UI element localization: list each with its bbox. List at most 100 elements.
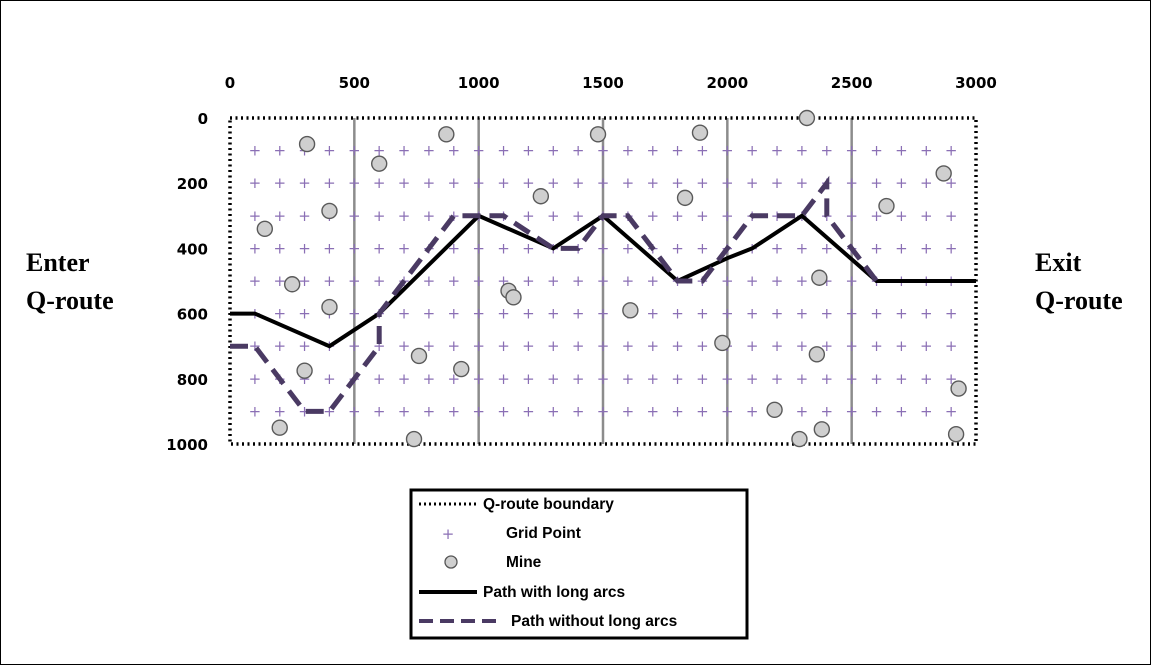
mine-point	[410, 347, 428, 365]
enter-label-line1: Enter	[26, 248, 90, 277]
grid-point: +	[472, 142, 485, 160]
vertical-gridlines	[353, 118, 853, 444]
grid-point: +	[721, 142, 734, 160]
grid-point: +	[696, 370, 709, 388]
grid-point: +	[497, 239, 510, 257]
grid-point: +	[845, 337, 858, 355]
grid-point: +	[547, 272, 560, 290]
mine-point	[878, 197, 895, 215]
legend-label-boundary: Q-route boundary	[483, 496, 614, 513]
grid-point: +	[870, 174, 883, 192]
grid-point: +	[572, 337, 585, 355]
grid-point: +	[771, 272, 784, 290]
grid-point: +	[348, 337, 361, 355]
grid-point: +	[497, 402, 510, 420]
mine-point	[622, 302, 639, 319]
grid-point: +	[771, 370, 784, 388]
mine-point	[950, 380, 967, 397]
paths	[230, 175, 976, 414]
legend-box	[409, 488, 749, 640]
grid-point: +	[746, 142, 759, 160]
grid-point: +	[845, 402, 858, 420]
grid-point: +	[622, 337, 635, 355]
grid-point: +	[870, 207, 883, 225]
grid-point: +	[448, 337, 461, 355]
grid-point: +	[423, 174, 436, 192]
y-tick-label-1000: 1000	[166, 436, 208, 454]
grid-point: +	[646, 207, 659, 225]
mine-point	[808, 346, 826, 363]
grid-point: +	[945, 207, 958, 225]
mine-point	[405, 430, 423, 448]
grid-point: +	[423, 337, 436, 355]
mine-point	[321, 202, 338, 220]
grid-point: +	[597, 402, 610, 420]
grid-point: +	[821, 142, 834, 160]
grid-point: +	[398, 142, 411, 160]
grid-point: +	[771, 142, 784, 160]
grid-point: +	[472, 239, 485, 257]
grid-point: +	[298, 239, 311, 257]
grid-point: +	[646, 370, 659, 388]
grid-point: +	[273, 337, 286, 355]
mine-point	[321, 298, 338, 316]
grid-point: +	[796, 272, 809, 290]
grid-point: +	[348, 174, 361, 192]
grid-point: +	[646, 305, 659, 323]
y-tick-label-400: 400	[177, 240, 208, 258]
grid-point: +	[696, 174, 709, 192]
x-tick-label-2500: 2500	[831, 74, 873, 92]
grid-point: +	[373, 402, 386, 420]
grid-point: +	[398, 207, 411, 225]
mine-point	[256, 220, 274, 238]
grid-point: +	[522, 174, 535, 192]
mine-point	[296, 362, 313, 379]
grid-point: +	[895, 142, 908, 160]
grid-point: +	[398, 305, 411, 323]
legend-label-gridpoint: Grid Point	[506, 525, 581, 542]
grid-point: +	[497, 174, 510, 192]
grid-point: +	[448, 305, 461, 323]
grid-point: +	[845, 174, 858, 192]
grid-point: +	[870, 239, 883, 257]
grid-point: +	[348, 239, 361, 257]
grid-point: +	[771, 305, 784, 323]
grid-point: +	[721, 174, 734, 192]
grid-point: +	[273, 239, 286, 257]
grid-point: +	[373, 370, 386, 388]
grid-point: +	[696, 402, 709, 420]
grid-point: +	[249, 272, 262, 290]
mine-point	[813, 421, 831, 438]
grid-point: +	[323, 142, 336, 160]
grid-point: +	[671, 239, 684, 257]
grid-point: +	[796, 402, 809, 420]
grid-point: +	[572, 272, 585, 290]
grid-point: +	[423, 305, 436, 323]
mine-point	[589, 126, 607, 143]
grid-point: +	[746, 305, 759, 323]
mine-point	[791, 430, 808, 448]
x-tick-label-500: 500	[339, 74, 370, 92]
grid-point: +	[721, 370, 734, 388]
grid-point: +	[373, 239, 386, 257]
mine-point	[283, 276, 301, 293]
grid-point: +	[472, 174, 485, 192]
grid-point: +	[547, 207, 560, 225]
grid-point: +	[273, 207, 286, 225]
grid-point: +	[298, 337, 311, 355]
grid-point: +	[746, 402, 759, 420]
grid-point: +	[622, 272, 635, 290]
grid-point: +	[373, 174, 386, 192]
grid-point: +	[622, 370, 635, 388]
grid-point: +	[671, 207, 684, 225]
grid-point: +	[696, 305, 709, 323]
grid-point: +	[298, 272, 311, 290]
grid-point: +	[671, 337, 684, 355]
grid-point: +	[273, 272, 286, 290]
grid-point: +	[771, 239, 784, 257]
mine-point	[453, 360, 470, 378]
y-tick-label-200: 200	[177, 175, 208, 193]
mine-point	[935, 165, 952, 182]
grid-point: +	[472, 337, 485, 355]
mine-point	[371, 155, 388, 172]
